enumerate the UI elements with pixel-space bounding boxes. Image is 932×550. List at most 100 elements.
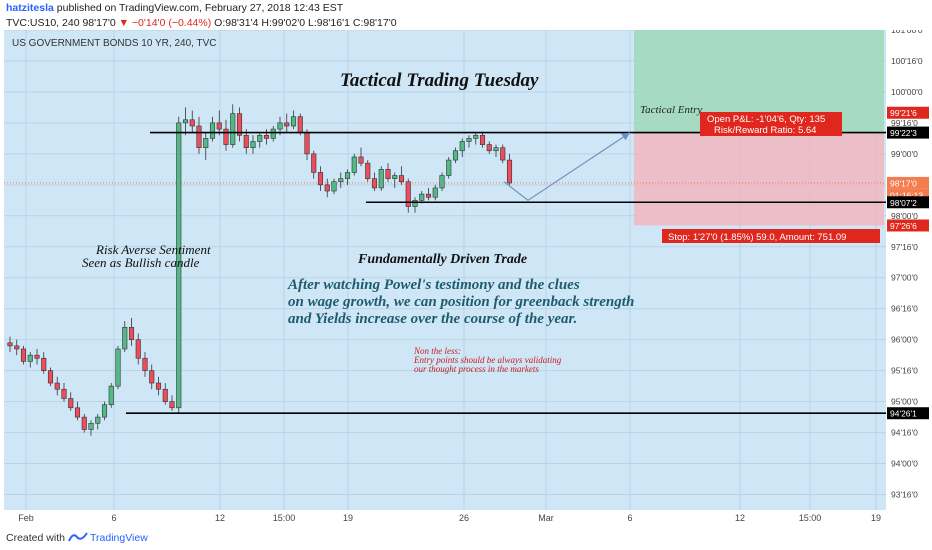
risk-zone-price-tag: 99'21'6 [890, 108, 917, 118]
candle-body [257, 134, 263, 142]
projection-arrow[interactable] [503, 132, 631, 202]
candle-body [203, 138, 209, 148]
candle-body [493, 147, 499, 152]
price-axis-background [886, 30, 932, 510]
candle-body [115, 348, 121, 387]
candles [7, 104, 513, 436]
candle-body [479, 134, 486, 145]
candle-body [74, 407, 81, 418]
stop-price-tag-bg [887, 219, 929, 232]
candle-body [398, 175, 405, 183]
y-tick-label: 99'00'0 [891, 149, 918, 159]
candle-body [61, 388, 67, 399]
author-link[interactable]: hatzitesla [6, 2, 54, 14]
x-tick-label: 12 [215, 513, 225, 523]
candle-body [290, 116, 297, 127]
countdown-tag: 01:16:13 [890, 190, 923, 200]
candle-body [466, 138, 472, 142]
candle-body [155, 382, 162, 390]
tradingview-brand[interactable]: TradingView [90, 532, 148, 544]
candle-body [446, 159, 452, 176]
y-tick-label: 100'00'0 [891, 87, 923, 97]
candle-body [101, 404, 108, 418]
note-line-1[interactable]: Non the less: [413, 346, 461, 356]
created-with-text: Created with [6, 532, 65, 544]
headline-annotation[interactable]: Tactical Trading Tuesday [340, 70, 539, 91]
candle-body [169, 401, 175, 409]
stop-price-tag: 97'26'6 [890, 221, 917, 231]
candle-body [270, 128, 276, 139]
note-line-2[interactable]: Entry points should be always validating [413, 355, 562, 365]
current-price-tag: 98'17'0 [890, 178, 917, 188]
candle-body [277, 122, 283, 130]
candle-body [412, 200, 418, 207]
candle-body [54, 382, 60, 390]
candle-body [142, 357, 148, 371]
x-tick-label: 6 [627, 513, 632, 523]
candle-body [95, 416, 101, 424]
candle-body [223, 128, 229, 145]
thesis-line-1[interactable]: After watching Powel's testimony and the… [287, 277, 580, 293]
candle-body [486, 144, 492, 152]
x-tick-label: 15:00 [273, 513, 296, 523]
candle-body [209, 122, 216, 139]
chart-title: US GOVERNMENT BONDS 10 YR, 240, TVC [12, 38, 217, 49]
y-tick-label: 100'16'0 [891, 56, 923, 66]
price-chart[interactable]: US GOVERNMENT BONDS 10 YR, 240, TVC Tact… [0, 30, 932, 526]
candle-body [122, 326, 128, 350]
candle-body [47, 370, 54, 384]
entry-price-tag-bg [887, 126, 929, 139]
stop-box[interactable] [662, 229, 880, 243]
candle-body [88, 422, 94, 430]
support-price-tag-bg [887, 196, 929, 209]
risk-averse-annotation-2[interactable]: Seen as Bullish candle [82, 255, 200, 270]
x-tick-label: 19 [871, 513, 881, 523]
risk-zone-price-tag-bg [887, 106, 929, 119]
y-tick-label: 97'16'0 [891, 242, 918, 252]
x-tick-label: Mar [538, 513, 554, 523]
thesis-line-2[interactable]: on wage growth, we can position for gree… [288, 294, 634, 310]
candle-body [135, 339, 141, 359]
low-price-tag: 94'26'1 [890, 409, 917, 419]
candle-body [392, 175, 398, 179]
chart-header: hatzitesla published on TradingView.com,… [0, 0, 932, 30]
candle-body [81, 416, 87, 430]
pnl-box[interactable] [700, 112, 842, 136]
x-tick-label: 15:00 [799, 513, 822, 523]
price-change: −0'14'0 (−0.44%) [131, 17, 212, 29]
y-tick-label: 99'16'0 [891, 118, 918, 128]
candle-body [351, 156, 357, 173]
time-axis[interactable]: Feb 6 12 15:00 19 26 Mar 6 12 15:00 19 [18, 513, 881, 523]
risk-averse-annotation-1[interactable]: Risk Averse Sentiment [95, 242, 211, 257]
candle-body [425, 193, 432, 198]
thesis-line-3[interactable]: and Yields increase over the course of t… [288, 311, 577, 327]
tactical-entry-label: Tactical Entry [640, 104, 702, 116]
candle-body [452, 150, 459, 161]
open-pnl-text: Open P&L: -1'04'6, Qty: 135 [707, 114, 825, 125]
x-tick-label: 12 [735, 513, 745, 523]
candle-body [459, 141, 465, 152]
candle-body [263, 134, 270, 139]
arrow-head-icon [621, 132, 630, 141]
candle-body [162, 388, 168, 402]
note-line-3[interactable]: our thought process in the markets [414, 364, 539, 374]
candle-body [284, 122, 290, 127]
candle-body [317, 172, 324, 186]
current-price-tag-bg [887, 176, 929, 189]
fundamental-annotation[interactable]: Fundamentally Driven Trade [357, 252, 527, 267]
tradingview-logo-icon[interactable] [68, 531, 88, 543]
x-tick-label: 19 [343, 513, 353, 523]
candle-body [344, 172, 351, 179]
candle-body [432, 187, 438, 198]
symbol-text: TVC:US10, 240 98'17'0 [6, 17, 119, 29]
y-tick-label: 96'00'0 [891, 335, 918, 345]
candle-body [311, 153, 317, 173]
price-axis[interactable]: 101'00'0 100'16'0 100'00'0 99'16'0 99'00'0 98… [891, 30, 923, 500]
candle-body [419, 193, 425, 201]
publish-line: hatzitesla published on TradingView.com,… [6, 2, 343, 14]
candle-body [365, 162, 371, 179]
y-tick-label: 93'16'0 [891, 490, 918, 500]
candle-body [196, 125, 202, 148]
y-tick-label: 94'16'0 [891, 428, 918, 438]
x-tick-label: 26 [459, 513, 469, 523]
